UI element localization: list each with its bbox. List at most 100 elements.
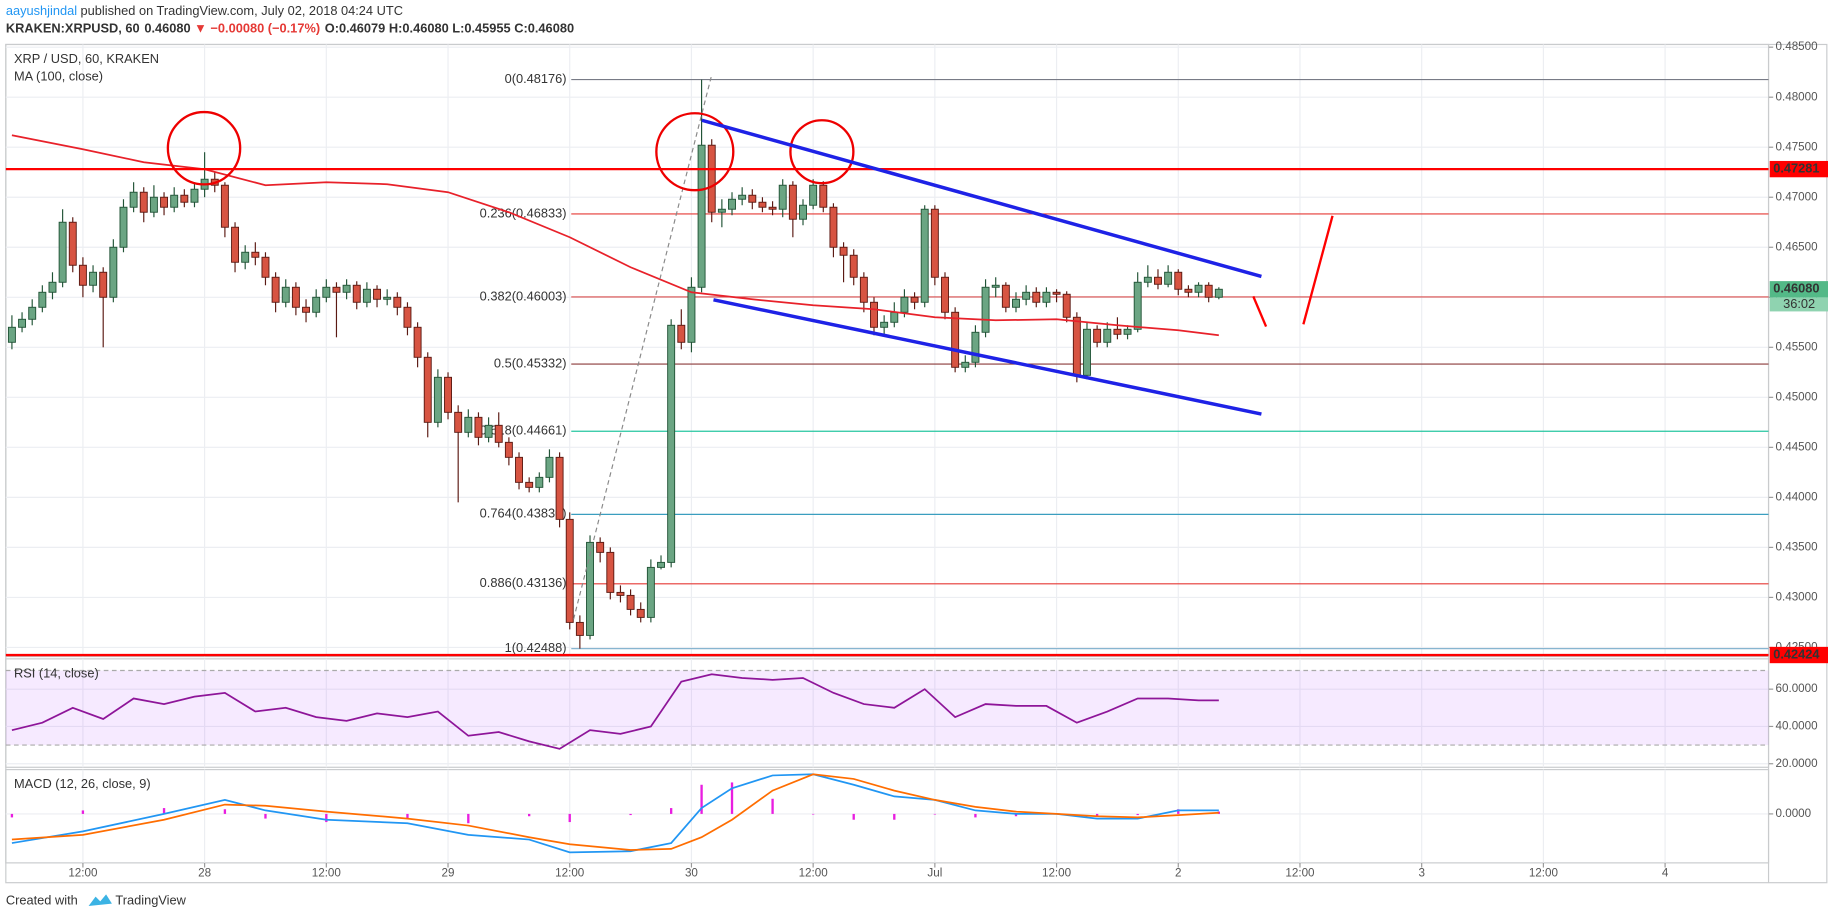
x-tick-label: 12:00: [1529, 866, 1559, 879]
histogram-bar: [406, 813, 409, 819]
fib-trend-line: [573, 76, 712, 620]
histogram-bar: [893, 813, 896, 820]
candle-body: [281, 286, 290, 303]
x-tick-label: 12:00: [799, 866, 829, 879]
x-tick-label: Jul: [927, 866, 942, 879]
candle-body: [697, 144, 706, 288]
candle-body: [839, 246, 848, 256]
candle-body: [129, 191, 138, 208]
histogram-bar: [528, 813, 531, 817]
candle-body: [423, 356, 432, 423]
candle-body: [89, 271, 98, 286]
pane-title: RSI (14, close): [14, 665, 99, 680]
candle-body: [160, 196, 169, 208]
quote-line: KRAKEN:XRPUSD, 60 0.46080 ▼ −0.00080 (−0.1…: [6, 21, 574, 36]
candle-body: [717, 208, 726, 213]
candle-body: [454, 411, 463, 433]
brand[interactable]: TradingView: [115, 893, 186, 908]
candle-body: [48, 281, 57, 293]
candle-body: [768, 206, 777, 210]
candle-body: [403, 306, 412, 328]
candle-body: [930, 208, 939, 278]
countdown-box: [1769, 297, 1828, 312]
candle-body: [1143, 276, 1152, 283]
x-tick-label: 12:00: [1042, 866, 1072, 879]
candle-body: [1204, 284, 1213, 298]
fib-label: 0.618(0.44661): [480, 423, 567, 438]
candle-body: [1133, 281, 1142, 330]
pane-title: MACD (12, 26, close, 9): [14, 776, 151, 791]
candle-body: [1123, 328, 1132, 335]
candle-body: [1154, 276, 1162, 285]
histogram-bar: [1217, 811, 1221, 814]
x-tick-label: 2: [1175, 866, 1181, 879]
candle-body: [109, 246, 118, 298]
candle-body: [515, 456, 523, 483]
candle-body: [220, 184, 229, 228]
candle-body: [1113, 328, 1122, 335]
candle-body: [646, 566, 655, 618]
y-tick-label: 0.47500: [1776, 140, 1819, 153]
candle-body: [1184, 288, 1193, 293]
fib-label: 0.764(0.43830): [480, 506, 567, 521]
candle-body: [444, 376, 452, 413]
candle-body: [626, 594, 635, 610]
candle-body: [636, 608, 645, 618]
candle-body: [251, 251, 260, 258]
author[interactable]: aayushjindal: [6, 3, 77, 18]
price-box-label: 0.47281: [1773, 161, 1819, 176]
candle-body: [819, 184, 828, 208]
candle-body: [261, 256, 270, 278]
candle-body: [1032, 291, 1041, 303]
histogram-bar: [162, 808, 166, 814]
histogram-bar: [325, 813, 328, 823]
candle-body: [586, 541, 594, 636]
y-tick-label: 0.44500: [1776, 440, 1819, 453]
histogram-bar: [568, 813, 571, 823]
candle-body: [981, 286, 990, 333]
candle-body: [18, 318, 27, 328]
candle-body: [352, 284, 361, 303]
arrow-stroke: [1252, 295, 1268, 328]
candle-body: [788, 184, 797, 220]
x-tick-label: 30: [685, 866, 698, 879]
candle-body: [677, 324, 686, 343]
candle-body: [119, 206, 128, 248]
ohlc: O:0.46079 H:0.46080 L:0.45955 C:0.46080: [325, 21, 574, 36]
candle-body: [728, 198, 736, 210]
candle-body: [241, 251, 250, 263]
candle-body: [880, 321, 889, 328]
histogram-bar: [81, 810, 85, 814]
candle-body: [616, 591, 625, 596]
candle-body: [565, 518, 574, 623]
candle-body: [535, 476, 544, 488]
histogram-bar: [771, 798, 774, 814]
candle-body: [332, 286, 341, 293]
legend-entry: MA (100, close): [14, 69, 103, 84]
candle-body: [707, 144, 716, 213]
candle-body: [322, 286, 331, 298]
trend-line: [713, 298, 1262, 416]
histogram-bar: [1014, 813, 1018, 817]
candle-body: [373, 288, 381, 300]
series-line: [11, 673, 1219, 750]
candle-body: [900, 296, 909, 313]
logo: [88, 894, 112, 907]
candle-body: [1012, 298, 1020, 308]
candle-body: [312, 296, 321, 313]
candle-body: [920, 208, 929, 303]
candle-body: [1001, 284, 1010, 308]
candle-body: [758, 201, 767, 208]
candle-body: [941, 276, 949, 313]
x-tick-label: 12:00: [312, 866, 342, 879]
candle-body: [413, 326, 422, 358]
published: published on TradingView.com, July 02, 2…: [81, 3, 403, 18]
histogram-bar: [669, 808, 673, 814]
candle-body: [484, 424, 493, 438]
histogram-bar: [1095, 813, 1099, 817]
histogram-bar: [10, 813, 14, 818]
y-tick-label: 40.0000: [1776, 720, 1819, 733]
x-tick-label: 12:00: [555, 866, 585, 879]
candle-body: [28, 306, 37, 320]
pane: [5, 658, 1770, 768]
